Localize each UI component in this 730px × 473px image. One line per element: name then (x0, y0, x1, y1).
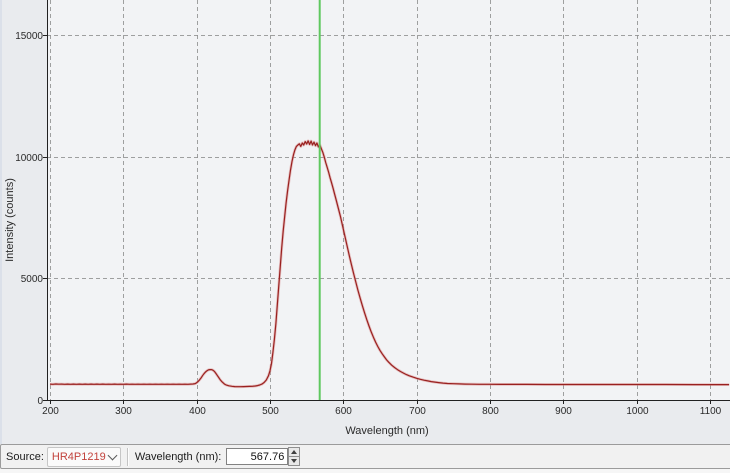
toolbar-separator (126, 447, 129, 466)
svg-text:800: 800 (482, 406, 499, 417)
chevron-down-icon (107, 450, 118, 460)
spinner-up-icon (291, 450, 298, 454)
axis-tick-labels: 200 300 400 500 600 700 800 900 1000 1100 0 5000 100… (15, 31, 721, 417)
svg-text:10000: 10000 (15, 153, 43, 164)
spinner-up-button[interactable] (288, 447, 301, 456)
svg-text:1000: 1000 (626, 406, 649, 417)
svg-text:15000: 15000 (15, 31, 43, 42)
statusbar: Source: HR4P1219 Wavelength (nm): (0, 444, 730, 469)
axis-ticks (43, 35, 711, 404)
spectrum-line (49, 140, 730, 388)
svg-text:900: 900 (555, 406, 572, 417)
svg-text:500: 500 (262, 406, 279, 417)
source-combobox-value: HR4P1219 (51, 450, 106, 463)
source-label: Source: (6, 450, 44, 463)
chart-area[interactable]: 200 300 400 500 600 700 800 900 1000 1100 0 5000 100… (0, 0, 730, 444)
svg-text:0: 0 (37, 396, 43, 407)
plot-background (47, 0, 730, 400)
wavelength-label: Wavelength (nm): (134, 450, 222, 463)
svg-text:700: 700 (409, 406, 426, 417)
wavelength-input[interactable] (226, 448, 289, 465)
svg-text:600: 600 (335, 406, 352, 417)
gridlines (47, 0, 730, 400)
left-edge-highlight (0, 0, 2, 444)
svg-text:400: 400 (189, 406, 206, 417)
y-axis-title: Intensity (counts) (4, 178, 16, 262)
spinner-down-button[interactable] (288, 456, 301, 466)
source-combobox[interactable]: HR4P1219 (46, 446, 121, 467)
svg-text:200: 200 (42, 406, 59, 417)
svg-text:5000: 5000 (21, 274, 44, 285)
x-axis-title: Wavelength (nm) (345, 425, 428, 437)
axes (47, 0, 730, 401)
svg-text:1100: 1100 (700, 406, 722, 417)
spectrum-chart-svg: 200 300 400 500 600 700 800 900 1000 1100 0 5000 100… (4, 0, 730, 437)
svg-text:300: 300 (115, 406, 132, 417)
wavelength-spinner (288, 447, 301, 466)
statusbar-wrap: Source: HR4P1219 Wavelength (nm): (0, 444, 730, 473)
spinner-down-icon (291, 459, 298, 463)
